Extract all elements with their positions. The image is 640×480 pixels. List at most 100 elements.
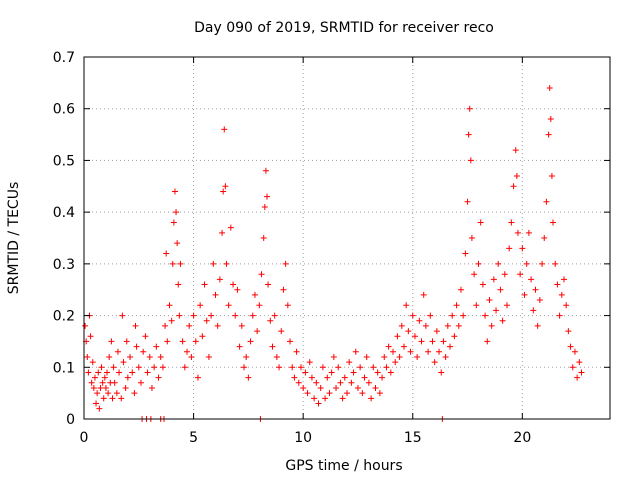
data-point-255 [571, 348, 578, 355]
data-point-69 [184, 348, 191, 355]
data-point-133 [315, 400, 322, 407]
data-point-42 [135, 364, 142, 371]
data-point-11 [94, 390, 101, 397]
data-point-216 [493, 307, 500, 314]
data-point-235 [532, 286, 539, 293]
data-point-80 [208, 312, 215, 319]
data-point-228 [517, 271, 524, 278]
data-point-226 [513, 172, 520, 179]
data-point-9 [91, 374, 98, 381]
data-point-154 [361, 374, 368, 381]
data-point-240 [543, 198, 550, 205]
data-point-167 [390, 348, 397, 355]
data-point-171 [398, 322, 405, 329]
data-point-181 [420, 291, 427, 298]
data-point-146 [344, 390, 350, 397]
chart-title: Day 090 of 2019, SRMTID for receiver rec… [194, 20, 494, 36]
data-point-76 [199, 333, 206, 340]
data-point-158 [370, 364, 377, 371]
data-point-96 [238, 322, 245, 329]
data-point-20 [104, 369, 111, 376]
data-point-85 [219, 229, 226, 236]
y-tick-label-1: 0.1 [53, 360, 75, 376]
data-point-10 [93, 400, 100, 407]
data-point-81 [210, 260, 217, 267]
data-point-137 [324, 374, 331, 381]
data-point-237 [536, 297, 543, 304]
data-point-205 [468, 235, 475, 241]
data-point-230 [521, 291, 528, 298]
data-point-194 [449, 312, 456, 319]
data-point-160 [374, 369, 381, 376]
y-tick-label-7: 0.7 [53, 50, 75, 66]
data-point-45 [142, 333, 149, 340]
data-point-199 [460, 312, 467, 319]
data-point-206 [471, 271, 478, 278]
data-point-95 [236, 343, 243, 350]
data-point-215 [490, 276, 497, 283]
data-point-38 [129, 369, 136, 376]
data-point-87 [221, 126, 228, 133]
data-point-214 [488, 322, 495, 329]
data-point-229 [519, 245, 526, 252]
data-point-172 [400, 343, 407, 350]
y-axis-ticks: 0 0.1 0.2 0.3 0.4 0.5 0.6 0.7 [53, 50, 610, 428]
data-point-40 [132, 322, 139, 329]
data-point-188 [436, 348, 443, 355]
data-point-93 [232, 312, 239, 319]
data-point-98 [243, 353, 250, 360]
data-point-94 [234, 286, 241, 293]
data-point-0 [82, 322, 89, 329]
data-point-157 [368, 395, 375, 402]
data-point-71 [188, 353, 195, 360]
data-point-126 [300, 384, 307, 391]
data-point-61 [171, 188, 178, 195]
data-point-12 [95, 369, 102, 376]
data-point-63 [174, 240, 181, 247]
data-point-141 [333, 384, 340, 391]
data-point-21 [105, 390, 112, 397]
data-point-225 [512, 147, 519, 154]
data-point-5 [87, 333, 94, 340]
data-point-193 [447, 343, 454, 350]
data-point-17 [100, 395, 107, 402]
data-point-210 [479, 281, 486, 288]
x-axis-ticks: 0 5 10 15 20 [80, 57, 531, 446]
data-point-231 [523, 260, 530, 267]
data-point-170 [396, 353, 403, 360]
y-axis-label: SRMTID / TECUs [6, 182, 22, 295]
data-point-130 [308, 374, 315, 381]
data-point-177 [411, 333, 418, 340]
data-point-165 [385, 343, 392, 350]
data-point-219 [499, 317, 506, 324]
data-point-90 [225, 302, 232, 309]
data-point-111 [267, 317, 274, 324]
data-point-203 [466, 105, 473, 112]
data-point-175 [407, 348, 414, 355]
data-point-99 [245, 374, 252, 381]
data-point-128 [304, 390, 311, 397]
data-point-58 [168, 317, 175, 324]
x-axis-label: GPS time / hours [285, 458, 402, 474]
data-point-209 [477, 219, 484, 226]
data-point-67 [179, 338, 186, 345]
data-point-101 [249, 312, 256, 319]
data-point-116 [278, 328, 285, 335]
data-point-127 [302, 369, 309, 376]
data-point-256 [574, 374, 581, 381]
data-point-62 [173, 209, 180, 216]
data-point-33 [120, 359, 127, 366]
data-point-59 [169, 260, 176, 267]
data-point-176 [409, 312, 416, 319]
data-point-232 [525, 229, 532, 236]
data-point-187 [433, 328, 440, 335]
data-point-118 [282, 260, 289, 267]
data-point-124 [295, 379, 302, 386]
data-point-100 [247, 338, 254, 345]
data-point-201 [464, 198, 471, 205]
data-point-74 [194, 374, 201, 381]
data-point-70 [186, 322, 193, 329]
y-tick-label-0: 0 [66, 412, 75, 428]
x-tick-label-4: 20 [513, 430, 531, 446]
